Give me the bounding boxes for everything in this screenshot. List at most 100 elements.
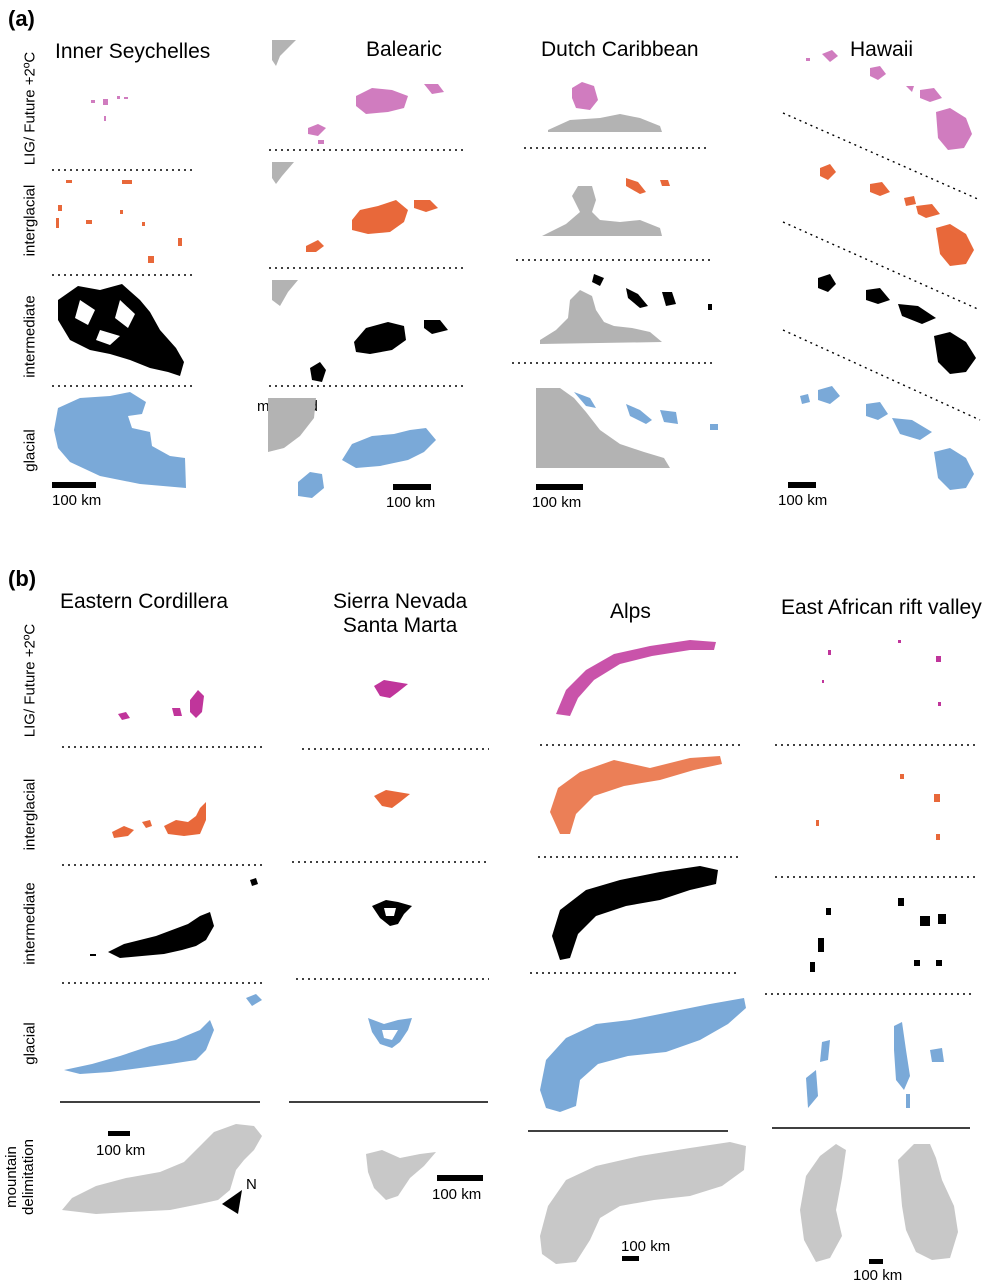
rift-delimitation — [800, 1144, 958, 1262]
delimitation — [62, 1124, 262, 1214]
island — [800, 394, 810, 404]
balearic-lig — [308, 84, 444, 144]
island — [818, 386, 840, 404]
north-label: N — [246, 1176, 257, 1193]
sierra-intermediate — [372, 900, 412, 926]
separator — [782, 329, 981, 421]
column-title-east-african-rift: East African rift valley — [781, 596, 982, 619]
island — [103, 99, 108, 105]
island — [424, 320, 448, 334]
alps-lig — [556, 640, 716, 716]
patch — [246, 994, 262, 1006]
scale-label-alps: 100 km — [621, 1238, 671, 1255]
island — [934, 332, 976, 374]
island — [142, 222, 145, 226]
caribbean-ig-mainland — [542, 186, 662, 236]
scale-label-caribbean: 100 km — [532, 494, 582, 511]
patch — [112, 826, 134, 838]
scale-bar — [788, 482, 816, 488]
caribbean-lig — [572, 82, 598, 110]
patch — [914, 960, 920, 966]
patch — [540, 998, 746, 1112]
patch — [936, 834, 940, 840]
scale-label-rift: 100 km — [853, 1267, 903, 1284]
mainland — [542, 186, 662, 236]
island — [424, 84, 444, 94]
scale-label-balearic: 100 km — [386, 494, 436, 511]
island — [708, 304, 712, 310]
panel-a-label: (a) — [8, 6, 35, 31]
patch — [826, 908, 831, 915]
island — [104, 116, 106, 121]
island — [178, 238, 182, 246]
delimitation — [540, 1142, 746, 1264]
patch — [822, 680, 824, 683]
patch — [936, 960, 942, 966]
mainland — [536, 388, 670, 468]
panel-b-label: (b) — [8, 566, 37, 591]
island — [626, 404, 652, 424]
patch — [374, 680, 408, 698]
island — [710, 424, 718, 430]
seychelles-intermediate — [58, 284, 184, 376]
hawaii-interglacial — [820, 164, 974, 266]
delimitation — [366, 1150, 436, 1200]
island — [626, 288, 648, 308]
column-title-alps: Alps — [610, 600, 651, 623]
balearic-interglacial — [306, 200, 438, 252]
patch — [164, 802, 206, 836]
cordillera-lig — [118, 690, 204, 720]
alps-delimitation — [540, 1142, 746, 1264]
island — [572, 82, 598, 110]
island — [58, 205, 62, 211]
mainland — [548, 114, 662, 132]
island-ring — [58, 284, 184, 376]
island — [936, 108, 972, 150]
island — [820, 164, 836, 180]
balearic-glacial-mainland — [268, 398, 316, 452]
caribbean-interglacial — [626, 178, 670, 194]
patch — [172, 708, 182, 716]
cordillera-intermediate — [90, 878, 258, 958]
patch — [934, 794, 940, 802]
patch — [938, 702, 941, 706]
island — [920, 88, 942, 102]
island — [122, 180, 132, 184]
patch — [368, 1018, 412, 1048]
island — [308, 124, 326, 136]
scale-label-cordillera: 100 km — [96, 1142, 146, 1159]
column-title-balearic: Balearic — [366, 38, 442, 61]
island — [354, 322, 406, 354]
caribbean-im-mainland — [540, 290, 662, 344]
island — [66, 180, 72, 183]
island — [662, 292, 676, 306]
patch — [898, 640, 901, 643]
island — [822, 50, 838, 62]
seychelles-glacial — [54, 392, 186, 488]
island — [117, 96, 120, 99]
mainland — [268, 398, 316, 452]
island — [318, 140, 324, 144]
island — [898, 304, 936, 324]
island — [342, 428, 436, 468]
patch — [810, 962, 815, 972]
patch — [818, 938, 824, 952]
island — [120, 210, 123, 214]
patch — [920, 916, 930, 926]
caribbean-lig-mainland — [548, 114, 662, 132]
island — [866, 402, 888, 420]
island — [414, 200, 438, 212]
caribbean-glacial — [574, 392, 718, 430]
island — [870, 182, 890, 196]
patch — [372, 900, 412, 926]
sierra-glacial — [368, 1018, 412, 1048]
patch — [556, 640, 716, 716]
island — [148, 256, 154, 263]
patch — [108, 912, 214, 958]
alps-interglacial — [550, 756, 722, 834]
hawaii-intermediate — [818, 274, 976, 374]
patch — [894, 1022, 910, 1090]
hawaii-lig — [806, 50, 972, 150]
sierra-delimitation — [366, 1150, 436, 1200]
